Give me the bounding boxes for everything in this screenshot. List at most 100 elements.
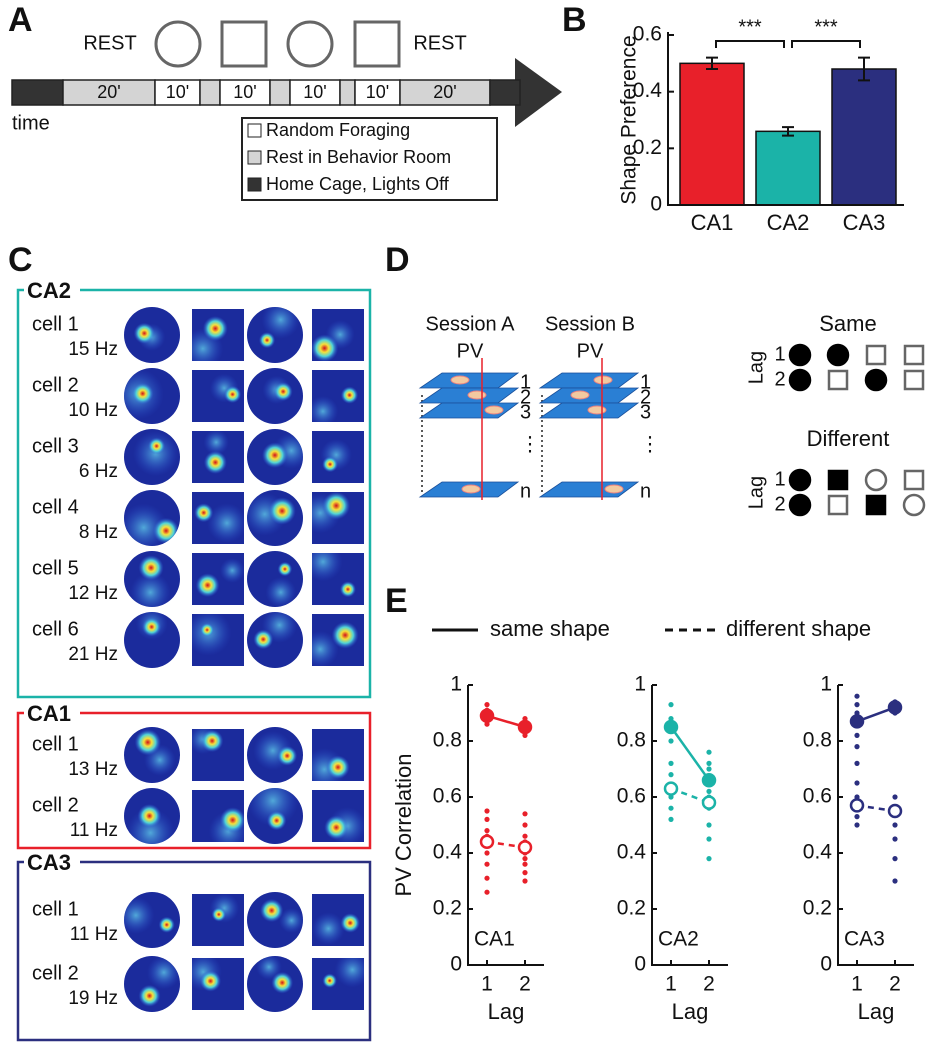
y-tick-label: 0: [820, 953, 832, 976]
cell-name: cell 2: [32, 374, 79, 396]
map-peak: [199, 970, 222, 992]
symbol: [903, 469, 925, 491]
map-peak: [211, 907, 226, 922]
map-field: [247, 788, 299, 827]
symbol: [788, 493, 812, 517]
layer-label: 2: [520, 386, 531, 408]
symbol: [903, 344, 925, 366]
map-peak: [271, 971, 294, 994]
y-tick-label: 0.4: [617, 841, 647, 864]
panel-label: D: [385, 241, 410, 279]
rate-map: [247, 368, 303, 424]
layer-field: [450, 375, 470, 385]
data-point: [854, 760, 860, 767]
layer-field: [587, 405, 607, 415]
map-peak: [262, 442, 288, 469]
symbol: [826, 343, 850, 367]
error-bar: [782, 126, 794, 137]
panel-label: E: [385, 582, 408, 620]
map-peak: [200, 729, 224, 753]
rate-map: [312, 431, 364, 483]
map-field: [147, 956, 180, 990]
layer-label: 1: [640, 371, 651, 393]
symbol: [864, 468, 888, 492]
cell-rate: 8 Hz: [79, 522, 118, 543]
axes: [667, 32, 904, 206]
data-point: [706, 777, 712, 783]
mean-marker: [479, 708, 495, 724]
mean-marker: [887, 700, 903, 715]
significance-bracket: [791, 40, 861, 48]
lag-row: 2: [774, 368, 785, 390]
timeline-segment: [354, 79, 401, 106]
cell-rate: 11 Hz: [70, 924, 118, 945]
layer-field: [570, 390, 590, 400]
map-peak: [312, 334, 339, 361]
group-title: CA2: [27, 278, 71, 303]
rate-map: [124, 429, 180, 485]
map-peak: [277, 745, 298, 766]
map-peak: [138, 555, 164, 581]
data-point: [706, 749, 712, 755]
x-tick-label: 2: [889, 973, 901, 996]
map-peak: [194, 503, 214, 523]
error-bar: [706, 56, 718, 70]
mean-marker: [517, 840, 533, 855]
rate-map: [124, 892, 180, 948]
x-tick-label: 1: [481, 973, 493, 996]
map-peak: [134, 729, 161, 756]
layer-label: ⋮: [520, 433, 540, 455]
map-field: [312, 396, 339, 422]
data-point: [484, 828, 490, 834]
cell-rate: 12 Hz: [68, 583, 118, 604]
data-point: [892, 878, 898, 884]
map-peak: [158, 916, 175, 933]
rate-map: [247, 612, 303, 668]
symbol: [865, 494, 887, 516]
mean-marker: [663, 781, 679, 796]
mean-line: [669, 726, 711, 781]
legend-label: same shape: [490, 616, 610, 641]
data-point: [854, 693, 860, 699]
legend-box: [241, 117, 498, 201]
rate-map: [192, 729, 244, 781]
timeline-segment: [489, 79, 521, 106]
rate-map: [124, 956, 180, 1012]
rate-map: [124, 727, 180, 783]
title-backdrop: [24, 278, 80, 302]
group-title: CA3: [27, 850, 71, 875]
map-peak: [200, 622, 215, 637]
cell-rate: 19 Hz: [68, 988, 118, 1009]
rate-map: [192, 553, 244, 605]
map-field: [130, 572, 171, 607]
y-tick-label: 0.4: [803, 841, 833, 864]
data-point: [668, 805, 674, 811]
legend-label: Rest in Behavior Room: [266, 147, 451, 167]
data-point: [668, 702, 674, 708]
legend-label: Home Cage, Lights Off: [266, 174, 450, 194]
block-title: Same: [819, 311, 876, 336]
rate-map: [312, 370, 364, 422]
lag-row: 2: [774, 493, 785, 515]
data-point: [854, 702, 860, 708]
layer-label: 3: [640, 401, 651, 423]
rate-map: [124, 788, 180, 844]
data-point: [854, 814, 860, 820]
mean-marker: [849, 798, 865, 813]
significance-label: ***: [814, 16, 838, 38]
map-peak: [260, 898, 284, 923]
map-peak: [223, 385, 242, 403]
map-field: [256, 956, 282, 980]
data-point: [668, 760, 674, 767]
map-field: [312, 912, 345, 945]
map-peak: [326, 755, 350, 779]
timeline: 20' 10' 10' 10' 10' 20': [11, 79, 521, 106]
map-peak: [331, 621, 359, 649]
map-field: [334, 958, 364, 988]
y-tick-label: 0.2: [803, 897, 832, 920]
rate-map: [247, 429, 303, 485]
map-peak: [322, 973, 337, 988]
timeline-segment: [219, 79, 271, 106]
map-peak: [339, 581, 356, 598]
timeline-segment: [154, 79, 201, 106]
